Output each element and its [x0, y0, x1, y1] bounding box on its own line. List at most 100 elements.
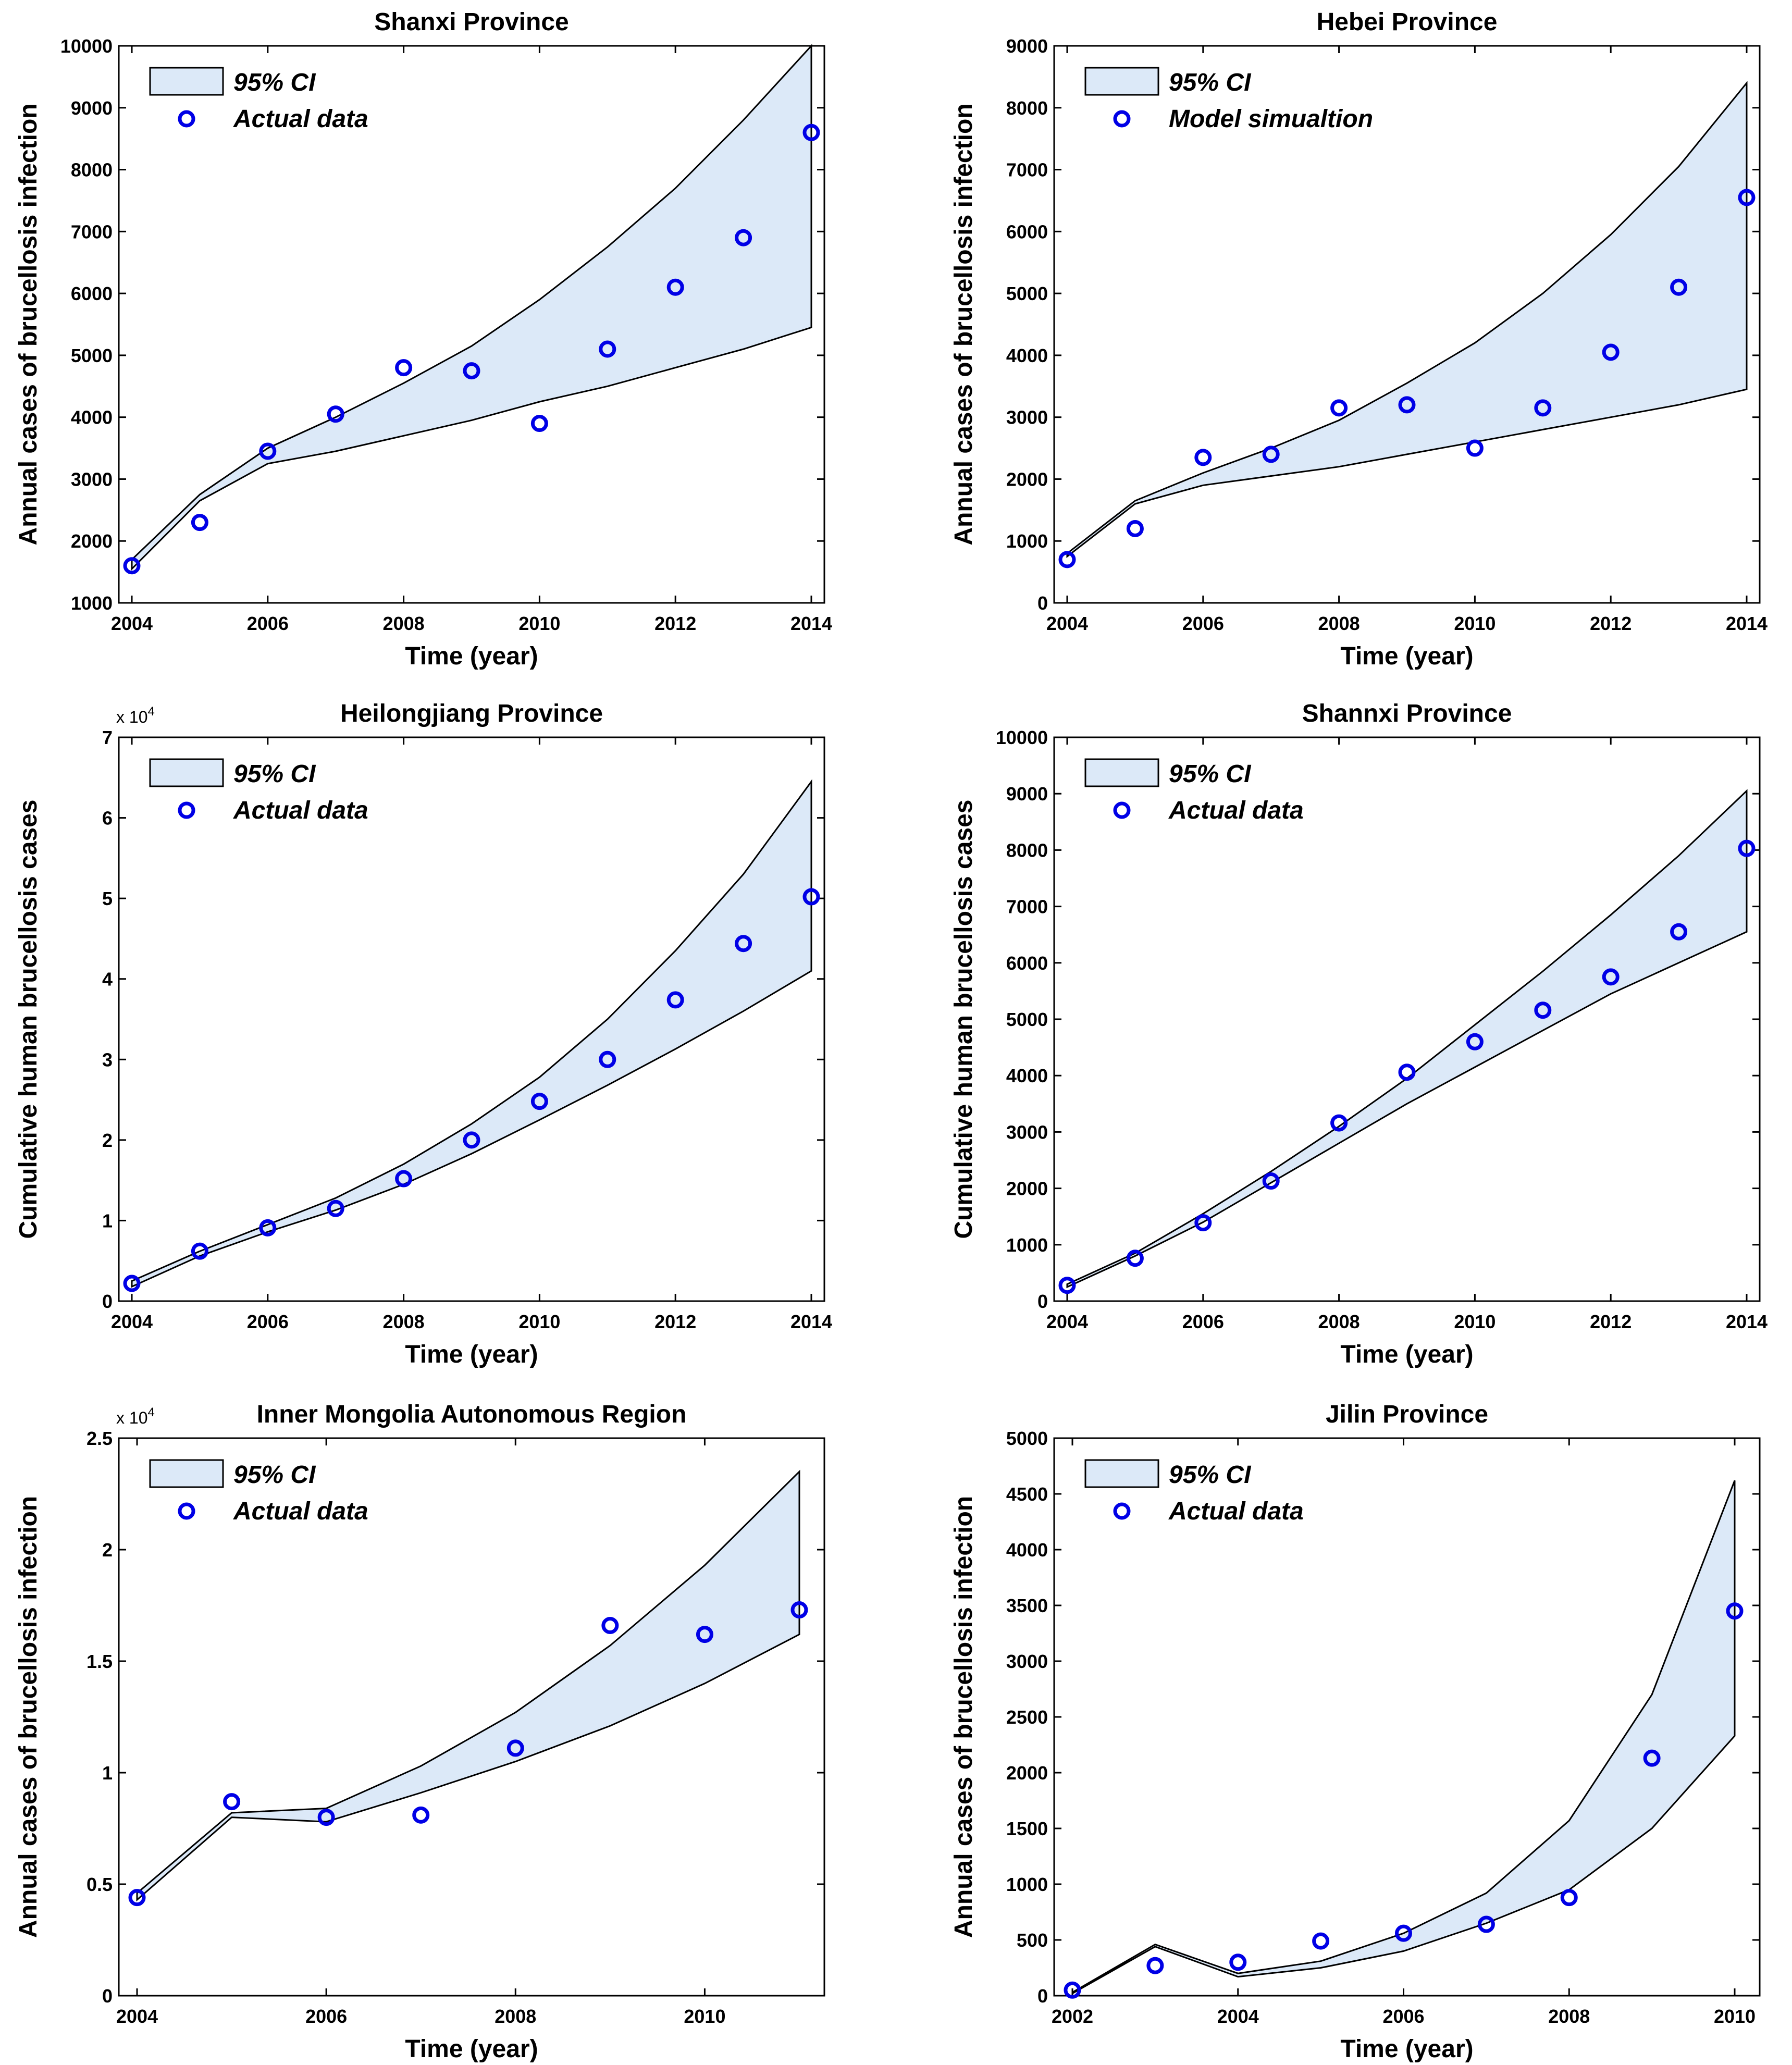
data-point: [1126, 1250, 1144, 1267]
y-tick-label: 0: [1037, 1291, 1048, 1312]
ci-band: [131, 44, 812, 571]
legend-points-label: Actual data: [1168, 1498, 1304, 1525]
x-tick-label: 2012: [1590, 613, 1632, 634]
data-point: [123, 1275, 141, 1292]
y-tick-label: 7000: [71, 221, 113, 242]
data-point: [1560, 1889, 1578, 1907]
y-tick-label: 0: [102, 1985, 113, 2007]
axes-box: [118, 1437, 825, 1997]
data-point: [1643, 1749, 1661, 1767]
chart-title: Inner Mongolia Autonomous Region: [257, 1401, 687, 1428]
data-point: [599, 340, 616, 358]
data-point: [696, 1626, 713, 1643]
x-axis-label: Time (year): [1340, 2035, 1473, 2063]
data-point: [327, 1200, 344, 1217]
x-tick-label: 2010: [518, 613, 560, 634]
y-tick-label: 6: [102, 808, 113, 829]
legend-points-label: Actual data: [1168, 797, 1304, 824]
data-point: [666, 991, 684, 1009]
y-tick-label: 7000: [1006, 159, 1048, 181]
chart-panel-3: 0 1 2 3 4 5 6 7 2004 2006 2008 2010 2012 2014 Heilongj…: [15, 700, 832, 1368]
legend-ci-swatch: [149, 758, 224, 787]
x-tick-label: 2008: [495, 2006, 536, 2027]
chart-title: Shanxi Province: [374, 8, 569, 36]
x-tick-label: 2014: [790, 1311, 832, 1332]
y-axis-label: Annual cases of brucellosis infection: [950, 1496, 978, 1938]
y-tick-label: 2.5: [86, 1428, 113, 1449]
ci-band: [136, 1469, 800, 1902]
x-tick-label: 2006: [1182, 1311, 1224, 1332]
y-tick-label: 3000: [1006, 1651, 1048, 1672]
y-axis-label: Annual cases of brucellosis infection: [15, 103, 42, 545]
y-tick-label: 6000: [1006, 953, 1048, 974]
legend-marker: [1113, 110, 1131, 128]
chart-title: Hebei Province: [1317, 8, 1498, 36]
data-point: [601, 1617, 619, 1635]
x-tick-label: 2010: [1454, 613, 1496, 634]
data-point: [123, 557, 141, 575]
y-axis-label: Cumulative human brucellosis cases: [950, 800, 978, 1239]
legend-marker: [1113, 801, 1131, 819]
x-tick-label: 2006: [305, 2006, 347, 2027]
data-point: [1398, 1064, 1416, 1081]
legend-ci-swatch: [1084, 1459, 1159, 1488]
ci-band: [131, 779, 812, 1288]
y-axis-label: Annual cases of brucellosis infection: [15, 1496, 42, 1938]
y-tick-label: 4000: [1006, 1539, 1048, 1561]
data-point: [1466, 439, 1484, 457]
data-point: [128, 1889, 146, 1907]
data-point: [1058, 551, 1076, 568]
x-tick-label: 2004: [111, 613, 153, 634]
chart-panel-6: 0 500 1000 1500 2000 2500 3000 3500 4000 4500 5000…: [950, 1401, 1761, 2063]
legend-marker: [178, 1502, 195, 1520]
data-point: [1146, 1957, 1164, 1974]
data-point: [1477, 1915, 1495, 1933]
y-tick-label: 9000: [1006, 783, 1048, 805]
legend-ci-swatch: [149, 67, 224, 96]
y-tick-label: 9000: [71, 97, 113, 119]
y-tick-label: 5: [102, 888, 113, 909]
y-tick-label: 4: [102, 969, 113, 990]
y-tick-label: 500: [1017, 1930, 1048, 1951]
y-tick-label: 2000: [1006, 468, 1048, 490]
data-point: [530, 1093, 548, 1110]
data-point: [1312, 1932, 1330, 1950]
data-point: [1738, 839, 1756, 857]
y-tick-label: 7000: [1006, 896, 1048, 918]
legend-ci-swatch: [1084, 758, 1159, 787]
x-tick-label: 2004: [1046, 1311, 1088, 1332]
data-point: [1398, 396, 1416, 414]
data-point: [1262, 1172, 1280, 1190]
x-tick-label: 2008: [1318, 1311, 1360, 1332]
x-tick-label: 2006: [1182, 613, 1224, 634]
x-tick-label: 2004: [1217, 2006, 1259, 2027]
data-point: [735, 935, 752, 953]
legend-marker: [178, 801, 195, 819]
x-tick-label: 2012: [654, 1311, 696, 1332]
legend-ci-swatch: [1084, 67, 1159, 96]
data-point: [802, 888, 820, 906]
x-tick-label: 2008: [383, 1311, 425, 1332]
y-tick-label: 3: [102, 1049, 113, 1070]
data-point: [599, 1050, 616, 1068]
legend-ci-label: 95% CI: [1169, 760, 1252, 788]
axes-box: [1053, 736, 1761, 1302]
x-tick-label: 2010: [518, 1311, 560, 1332]
data-point: [802, 123, 820, 141]
ci-band: [1066, 81, 1748, 558]
data-point: [1534, 1001, 1552, 1019]
legend-ci-label: 95% CI: [1169, 1461, 1252, 1489]
legend-points-label: Actual data: [233, 105, 368, 133]
data-point: [317, 1809, 335, 1826]
chart-panel-2: 0 1000 2000 3000 4000 5000 6000 7000 8000 9000 200…: [950, 8, 1768, 670]
x-tick-label: 2006: [247, 613, 289, 634]
data-point: [463, 1131, 480, 1149]
y-tick-label: 10000: [996, 727, 1048, 748]
axes-box: [118, 736, 825, 1302]
axes-box: [118, 45, 825, 604]
data-point: [1395, 1924, 1412, 1942]
data-point: [1670, 923, 1688, 941]
data-point: [790, 1601, 808, 1619]
data-point: [1194, 449, 1212, 466]
x-axis-label: Time (year): [1340, 1341, 1473, 1368]
